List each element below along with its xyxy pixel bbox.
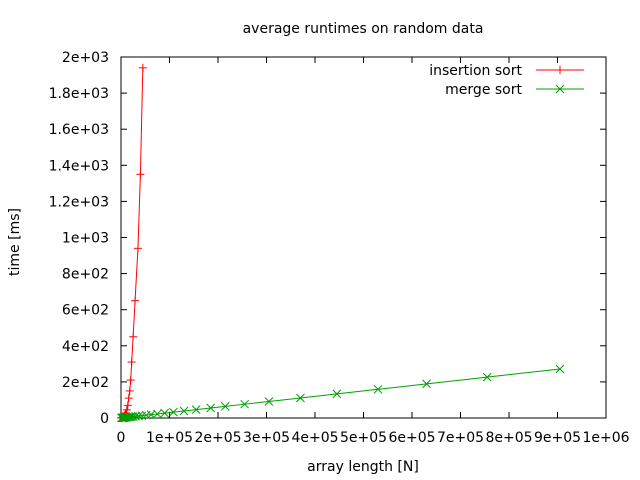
data-point-merge-sort <box>422 379 431 389</box>
x-tick-label: 6e+05 <box>388 430 435 446</box>
marker-stroke <box>264 397 274 406</box>
y-tick-label: 2e+02 <box>62 375 109 391</box>
x-tick-label: 0 <box>117 430 126 446</box>
x-tick-label: 3e+05 <box>243 430 290 446</box>
data-point-insertion-sort <box>123 401 132 410</box>
x-tick-label: 9e+05 <box>534 430 581 446</box>
chart-title: average runtimes on random data <box>243 21 484 37</box>
data-point-insertion-sort <box>129 332 138 341</box>
marker-stroke <box>153 409 162 419</box>
y-tick-label: 8e+02 <box>62 267 109 283</box>
x-axis-label: array length [N] <box>307 459 419 475</box>
marker-stroke <box>220 402 230 411</box>
x-tick-label: 7e+05 <box>437 430 484 446</box>
marker-stroke <box>179 406 189 416</box>
data-point-insertion-sort <box>125 386 134 395</box>
data-point-merge-sort <box>296 393 305 403</box>
x-tick-label: 4e+05 <box>291 430 338 446</box>
y-tick-label: 1e+03 <box>62 231 109 247</box>
y-axis-label: time [ms] <box>7 208 23 276</box>
plot-frame <box>120 56 607 419</box>
legend-entry-insertion-sort: insertion sort <box>429 63 584 79</box>
marker-stroke <box>131 412 140 421</box>
legend-marker <box>556 66 564 74</box>
marker-stroke <box>169 407 178 417</box>
marker-stroke <box>555 84 565 94</box>
data-point-merge-sort <box>373 384 383 394</box>
series-insertion-sort <box>117 63 147 422</box>
y-tick-label: 1.6e+03 <box>49 122 109 138</box>
data-point-merge-sort <box>332 389 342 399</box>
data-point-insertion-sort <box>122 405 131 414</box>
data-point-merge-sort <box>160 408 170 418</box>
data-point-insertion-sort <box>127 358 136 367</box>
marker-stroke <box>373 384 383 394</box>
data-point-merge-sort <box>191 405 201 414</box>
x-tick-label: 8e+05 <box>485 430 532 446</box>
x-tick-label: 2e+05 <box>194 430 241 446</box>
x-tick-label: 1e+05 <box>146 430 193 446</box>
data-point-insertion-sort <box>126 376 135 385</box>
marker-stroke <box>134 411 143 421</box>
marker-stroke <box>206 403 216 413</box>
marker-stroke <box>422 379 431 389</box>
data-point-merge-sort <box>169 407 178 417</box>
data-point-merge-sort <box>555 364 565 374</box>
data-point-merge-sort <box>153 409 162 419</box>
data-point-insertion-sort <box>131 296 140 305</box>
axis-ticks: 0 1e+05 2e+05 3e+05 4e+05 5e+05 6e+05 7e+05 8e+0… <box>49 50 630 446</box>
y-tick-label: 0 <box>100 411 109 427</box>
data-point-insertion-sort <box>136 170 145 179</box>
series-layer <box>117 63 565 423</box>
series-line-merge-sort <box>121 368 560 419</box>
legend-entry-merge-sort: merge sort <box>445 82 584 98</box>
y-tick-label: 1.4e+03 <box>49 158 109 174</box>
data-point-insertion-sort <box>124 394 133 403</box>
data-point-insertion-sort <box>133 244 142 253</box>
data-point-merge-sort <box>134 411 143 421</box>
data-point-merge-sort <box>482 372 492 382</box>
x-tick-label: 1e+06 <box>582 430 629 446</box>
y-tick-label: 1.2e+03 <box>49 194 109 210</box>
legend-label: merge sort <box>445 82 522 98</box>
marker-stroke <box>296 393 305 403</box>
data-point-merge-sort <box>206 403 216 413</box>
data-point-merge-sort <box>264 397 274 406</box>
series-merge-sort <box>117 364 565 423</box>
marker-stroke <box>555 364 565 374</box>
y-tick-label: 4e+02 <box>62 339 109 355</box>
legend-label: insertion sort <box>429 63 522 79</box>
marker-stroke <box>146 410 156 419</box>
marker-stroke <box>160 408 170 418</box>
marker-stroke <box>191 405 201 414</box>
marker-stroke <box>125 412 135 422</box>
legend: insertion sort merge sort <box>429 63 584 98</box>
y-tick-label: 6e+02 <box>62 303 109 319</box>
legend-marker <box>555 84 565 94</box>
marker-stroke <box>332 389 342 399</box>
data-point-merge-sort <box>220 402 230 411</box>
x-tick-label: 5e+05 <box>340 430 387 446</box>
marker-stroke <box>482 372 492 382</box>
y-tick-label: 1.8e+03 <box>49 86 109 102</box>
data-point-insertion-sort <box>138 63 147 72</box>
data-point-merge-sort <box>179 406 189 416</box>
marker-stroke <box>240 399 250 409</box>
data-point-merge-sort <box>240 399 250 409</box>
y-tick-label: 2e+03 <box>62 50 109 66</box>
plot-area: 0 1e+05 2e+05 3e+05 4e+05 5e+05 6e+05 7e+05 8e+0… <box>49 50 630 446</box>
